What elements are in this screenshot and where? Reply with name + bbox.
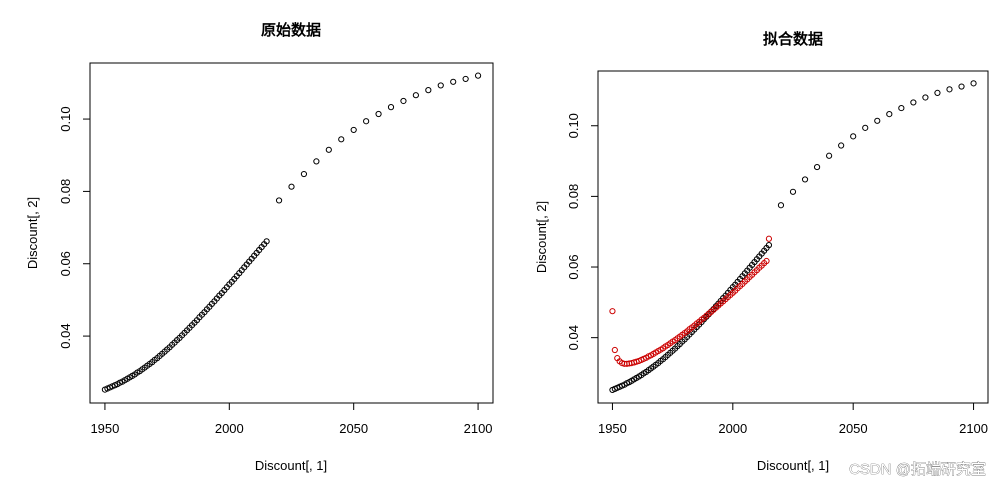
data-point <box>874 117 881 124</box>
data-point <box>425 87 432 94</box>
data-point <box>609 308 616 315</box>
chart-title: 拟合数据 <box>763 30 823 48</box>
data-point <box>350 126 357 134</box>
points-layer <box>609 80 977 394</box>
data-point <box>338 136 345 143</box>
x-axis: 1950 2000 2050 2100 <box>90 402 493 436</box>
data-point <box>946 86 953 93</box>
x-tick-label: 2100 <box>959 421 988 436</box>
x-tick-label: 2050 <box>339 421 368 436</box>
watermark: CSDN @拓端研究室 <box>849 461 986 478</box>
panel-original: 原始数据 1950 2000 2050 2100 0.04 0.06 0.08 0.10 D… <box>25 21 494 473</box>
data-point <box>300 170 308 178</box>
data-point <box>611 346 618 354</box>
data-point <box>958 83 965 90</box>
data-point <box>970 80 977 87</box>
data-point <box>838 142 845 149</box>
data-point <box>886 110 893 118</box>
data-point <box>325 146 332 153</box>
data-point <box>263 238 270 245</box>
chart-title: 原始数据 <box>261 21 321 39</box>
points-layer <box>101 72 482 393</box>
data-point <box>922 94 929 101</box>
y-axis: 0.04 0.06 0.08 0.10 <box>566 113 599 350</box>
x-tick-label: 1950 <box>90 421 119 436</box>
panel-fitted: 拟合数据 1950 2000 2050 2100 0.04 0.06 0.08 0.10 D… <box>534 30 989 473</box>
y-tick-label: 0.06 <box>566 254 581 279</box>
y-tick-label: 0.10 <box>58 106 73 131</box>
data-point <box>462 75 469 83</box>
y-tick-label: 0.08 <box>58 179 73 204</box>
x-axis-label: Discount[, 1] <box>255 458 327 473</box>
y-axis: 0.04 0.06 0.08 0.10 <box>58 106 91 349</box>
y-tick-label: 0.04 <box>58 323 73 348</box>
y-axis-label: Discount[, 2] <box>534 201 549 273</box>
x-tick-label: 2050 <box>839 421 868 436</box>
plot-frame <box>89 62 494 404</box>
x-tick-label: 2000 <box>718 421 747 436</box>
x-tick-label: 2100 <box>464 421 493 436</box>
data-point <box>474 72 482 79</box>
x-tick-label: 1950 <box>598 421 627 436</box>
y-tick-label: 0.10 <box>566 113 581 138</box>
data-point <box>363 118 370 125</box>
data-point <box>400 97 407 105</box>
data-point <box>934 89 941 96</box>
data-point <box>450 78 457 85</box>
data-point <box>910 99 917 106</box>
data-point <box>862 124 869 131</box>
y-axis-label: Discount[, 2] <box>25 197 40 269</box>
data-point <box>763 257 770 265</box>
data-point <box>437 82 444 89</box>
data-point <box>765 242 773 249</box>
data-point <box>288 183 295 190</box>
data-point <box>275 197 283 204</box>
x-axis-label: Discount[, 1] <box>757 458 829 473</box>
data-point <box>387 104 395 111</box>
data-point <box>789 188 797 195</box>
data-point <box>898 104 905 112</box>
data-point <box>375 110 382 118</box>
y-tick-label: 0.04 <box>566 325 581 350</box>
data-point <box>765 235 773 242</box>
x-axis: 1950 2000 2050 2100 <box>598 402 988 436</box>
data-point <box>313 158 320 165</box>
data-point <box>826 152 833 159</box>
y-tick-label: 0.06 <box>58 251 73 276</box>
data-point <box>813 163 821 171</box>
data-point <box>412 92 419 99</box>
y-tick-label: 0.08 <box>566 184 581 209</box>
data-point <box>801 176 809 183</box>
data-point <box>850 133 857 140</box>
data-point <box>777 202 785 209</box>
x-tick-label: 2000 <box>215 421 244 436</box>
